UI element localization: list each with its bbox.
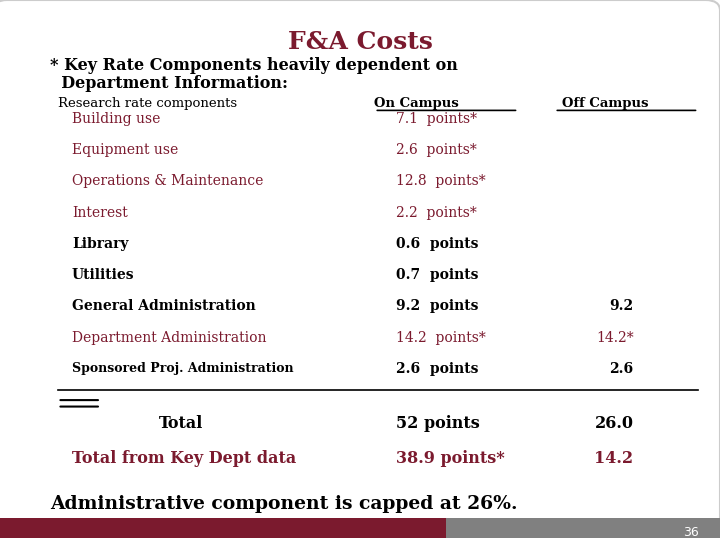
Text: Research rate components: Research rate components	[58, 97, 237, 110]
Text: Utilities: Utilities	[72, 268, 135, 282]
Text: Building use: Building use	[72, 112, 161, 126]
Text: 0.6  points: 0.6 points	[396, 237, 479, 251]
Text: 9.2  points: 9.2 points	[396, 299, 479, 313]
Text: Administrative component is capped at 26%.: Administrative component is capped at 26…	[50, 495, 518, 514]
Text: Department Information:: Department Information:	[50, 76, 289, 92]
Text: Total from Key Dept data: Total from Key Dept data	[72, 450, 296, 467]
Text: 7.1  points*: 7.1 points*	[396, 112, 477, 126]
Text: Sponsored Proj. Administration: Sponsored Proj. Administration	[72, 362, 294, 375]
Text: On Campus: On Campus	[374, 97, 459, 110]
Text: * Key Rate Components heavily dependent on: * Key Rate Components heavily dependent …	[50, 57, 458, 73]
Text: 2.6  points*: 2.6 points*	[396, 143, 477, 157]
Text: Operations & Maintenance: Operations & Maintenance	[72, 174, 264, 188]
Text: Off Campus: Off Campus	[562, 97, 648, 110]
Text: 14.2*: 14.2*	[596, 330, 634, 345]
Text: 2.2  points*: 2.2 points*	[396, 206, 477, 220]
Text: Total: Total	[158, 415, 202, 431]
Text: Equipment use: Equipment use	[72, 143, 179, 157]
Text: 0.7  points: 0.7 points	[396, 268, 479, 282]
Bar	[0, 518, 720, 538]
Text: 2.6  points: 2.6 points	[396, 362, 479, 376]
Text: 52 points: 52 points	[396, 415, 480, 431]
Text: 12.8  points*: 12.8 points*	[396, 174, 485, 188]
Text: General Administration: General Administration	[72, 299, 256, 313]
Text: F&A Costs: F&A Costs	[287, 30, 433, 53]
Text: 14.2: 14.2	[595, 450, 634, 467]
Text: 38.9 points*: 38.9 points*	[396, 450, 505, 467]
Bar	[446, 518, 720, 538]
Text: Department Administration: Department Administration	[72, 330, 266, 345]
Text: 14.2  points*: 14.2 points*	[396, 330, 486, 345]
Text: 9.2: 9.2	[609, 299, 634, 313]
Text: Library: Library	[72, 237, 128, 251]
Text: 2.6: 2.6	[609, 362, 634, 376]
Text: Interest: Interest	[72, 206, 127, 220]
Text: 26.0: 26.0	[595, 415, 634, 431]
Text: 36: 36	[683, 525, 698, 538]
